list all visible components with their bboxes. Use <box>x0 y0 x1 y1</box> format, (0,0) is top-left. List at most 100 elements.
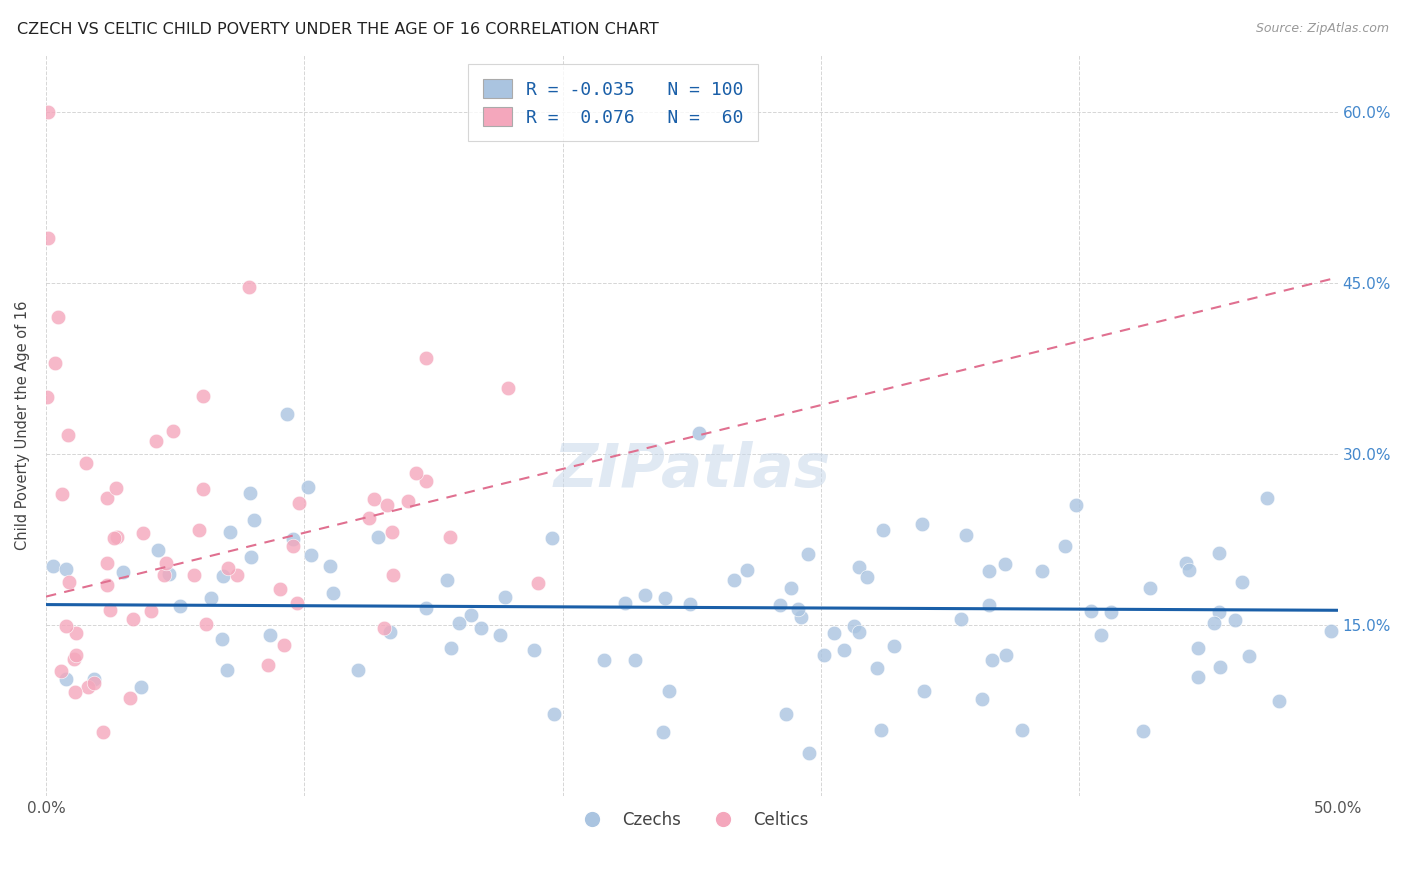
Point <box>287 596 309 610</box>
Point <box>1080 604 1102 618</box>
Point <box>769 598 792 612</box>
Point <box>1225 613 1247 627</box>
Point <box>51 487 73 501</box>
Point <box>1031 564 1053 578</box>
Point <box>273 638 295 652</box>
Point <box>1208 605 1230 619</box>
Point <box>994 557 1017 571</box>
Point <box>799 746 821 760</box>
Point <box>363 492 385 507</box>
Point <box>239 549 262 564</box>
Point <box>347 664 370 678</box>
Point <box>439 530 461 544</box>
Point <box>1053 540 1076 554</box>
Point <box>447 616 470 631</box>
Text: Source: ZipAtlas.com: Source: ZipAtlas.com <box>1256 22 1389 36</box>
Point <box>494 590 516 604</box>
Point <box>658 683 681 698</box>
Point <box>381 568 404 582</box>
Point <box>593 653 616 667</box>
Point <box>848 560 870 574</box>
Point <box>1320 624 1343 639</box>
Point <box>1187 640 1209 655</box>
Point <box>1187 670 1209 684</box>
Point <box>259 628 281 642</box>
Point <box>375 498 398 512</box>
Point <box>723 573 745 587</box>
Point <box>970 691 993 706</box>
Point <box>470 621 492 635</box>
Point <box>652 725 675 739</box>
Point <box>42 558 65 573</box>
Point <box>381 524 404 539</box>
Point <box>415 351 437 365</box>
Point <box>257 658 280 673</box>
Point <box>239 486 262 500</box>
Point <box>146 543 169 558</box>
Point <box>131 526 153 541</box>
Point <box>380 624 402 639</box>
Point <box>187 523 209 537</box>
Point <box>796 548 818 562</box>
Point <box>624 653 647 667</box>
Point <box>1132 723 1154 738</box>
Point <box>75 456 97 470</box>
Point <box>139 604 162 618</box>
Point <box>415 601 437 615</box>
Point <box>319 559 342 574</box>
Point <box>373 621 395 635</box>
Point <box>322 586 344 600</box>
Point <box>614 596 637 610</box>
Point <box>96 491 118 506</box>
Point <box>735 563 758 577</box>
Point <box>56 428 79 442</box>
Point <box>866 661 889 675</box>
Point <box>911 517 934 532</box>
Point <box>103 531 125 545</box>
Point <box>44 356 66 370</box>
Point <box>977 564 1000 578</box>
Point <box>288 496 311 510</box>
Point <box>225 568 247 582</box>
Point <box>848 624 870 639</box>
Y-axis label: Child Poverty Under the Age of 16: Child Poverty Under the Age of 16 <box>15 301 30 550</box>
Point <box>58 575 80 590</box>
Point <box>869 723 891 738</box>
Point <box>950 612 973 626</box>
Point <box>396 493 419 508</box>
Point <box>775 706 797 721</box>
Point <box>191 483 214 497</box>
Point <box>527 576 550 591</box>
Point <box>1090 628 1112 642</box>
Point <box>367 530 389 544</box>
Point <box>1232 574 1254 589</box>
Point <box>955 528 977 542</box>
Point <box>145 434 167 448</box>
Point <box>49 664 72 678</box>
Point <box>405 466 427 480</box>
Point <box>883 639 905 653</box>
Point <box>855 570 877 584</box>
Point <box>155 556 177 570</box>
Point <box>183 567 205 582</box>
Point <box>105 530 128 544</box>
Point <box>35 390 58 404</box>
Point <box>112 566 135 580</box>
Point <box>688 425 710 440</box>
Point <box>63 652 86 666</box>
Point <box>977 598 1000 612</box>
Point <box>1202 616 1225 631</box>
Legend: Czechs, Celtics: Czechs, Celtics <box>569 805 814 836</box>
Point <box>104 481 127 495</box>
Text: CZECH VS CELTIC CHILD POVERTY UNDER THE AGE OF 16 CORRELATION CHART: CZECH VS CELTIC CHILD POVERTY UNDER THE … <box>17 22 658 37</box>
Point <box>1011 723 1033 738</box>
Point <box>912 684 935 698</box>
Point <box>679 597 702 611</box>
Point <box>83 676 105 690</box>
Point <box>872 523 894 537</box>
Point <box>654 591 676 605</box>
Point <box>269 582 291 596</box>
Point <box>488 628 510 642</box>
Point <box>37 105 59 120</box>
Point <box>415 474 437 488</box>
